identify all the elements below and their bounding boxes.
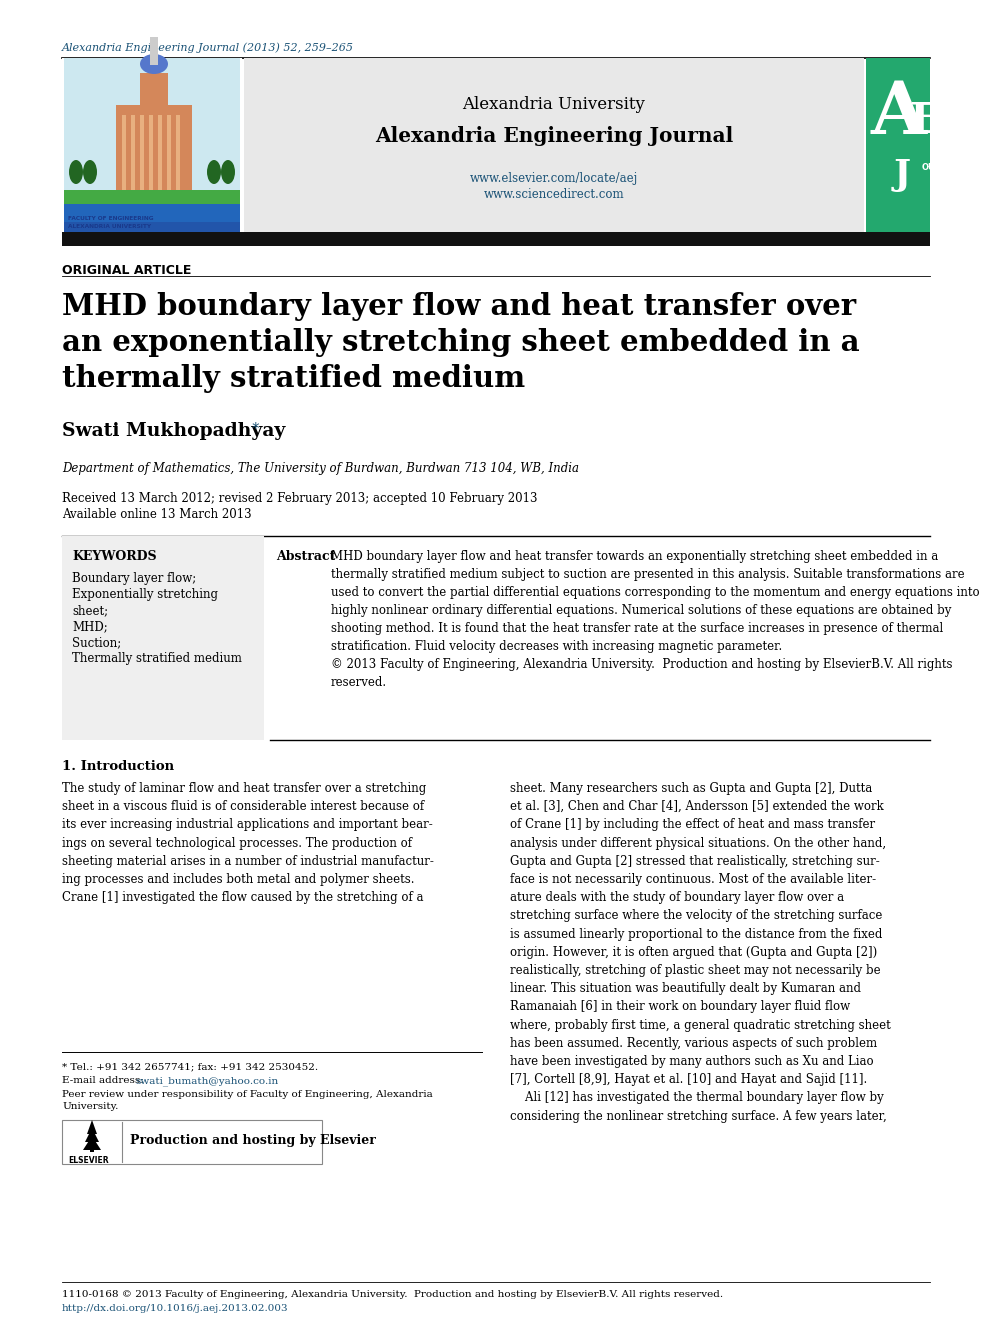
Text: www.sciencedirect.com: www.sciencedirect.com bbox=[484, 188, 624, 201]
Text: J: J bbox=[894, 157, 911, 192]
Polygon shape bbox=[83, 1136, 101, 1150]
Text: University.: University. bbox=[62, 1102, 118, 1111]
Text: http://dx.doi.org/10.1016/j.aej.2013.02.003: http://dx.doi.org/10.1016/j.aej.2013.02.… bbox=[62, 1304, 289, 1312]
Text: Suction;: Suction; bbox=[72, 636, 121, 650]
Text: A: A bbox=[870, 78, 927, 149]
Bar bbox=[62, 1121, 322, 1164]
Text: Alexandria Engineering Journal (2013) 52, 259–265: Alexandria Engineering Journal (2013) 52… bbox=[62, 42, 354, 53]
Text: Abstract: Abstract bbox=[276, 550, 335, 564]
Bar bbox=[90, 1140, 94, 1152]
Text: Boundary layer flow;: Boundary layer flow; bbox=[72, 572, 196, 585]
Polygon shape bbox=[85, 1129, 99, 1142]
Text: swati_bumath@yahoo.co.in: swati_bumath@yahoo.co.in bbox=[135, 1076, 278, 1086]
Bar bbox=[866, 58, 930, 232]
Text: MHD boundary layer flow and heat transfer over: MHD boundary layer flow and heat transfe… bbox=[62, 292, 856, 321]
Bar bbox=[64, 204, 240, 222]
Text: 1110-0168 © 2013 Faculty of Engineering, Alexandria University.  Production and : 1110-0168 © 2013 Faculty of Engineering,… bbox=[62, 1290, 723, 1299]
Bar bbox=[149, 115, 153, 191]
Text: an exponentially stretching sheet embedded in a: an exponentially stretching sheet embedd… bbox=[62, 328, 860, 357]
Text: Alexandria University: Alexandria University bbox=[462, 97, 646, 112]
Text: E: E bbox=[910, 101, 941, 142]
Bar bbox=[64, 58, 240, 232]
Bar bbox=[140, 73, 168, 105]
Text: ELSEVIER: ELSEVIER bbox=[68, 1156, 109, 1166]
Bar bbox=[64, 202, 240, 232]
Text: * Tel.: +91 342 2657741; fax: +91 342 2530452.: * Tel.: +91 342 2657741; fax: +91 342 25… bbox=[62, 1062, 318, 1072]
Text: KEYWORDS: KEYWORDS bbox=[72, 550, 157, 564]
Ellipse shape bbox=[221, 160, 235, 184]
Text: E-mail address:: E-mail address: bbox=[62, 1076, 147, 1085]
Text: Department of Mathematics, The University of Burdwan, Burdwan 713 104, WB, India: Department of Mathematics, The Universit… bbox=[62, 462, 579, 475]
Bar bbox=[64, 191, 240, 204]
Ellipse shape bbox=[69, 160, 83, 184]
Bar bbox=[150, 37, 158, 65]
Text: *: * bbox=[248, 422, 259, 437]
Bar bbox=[140, 115, 144, 191]
Text: Peer review under responsibility of Faculty of Engineering, Alexandria: Peer review under responsibility of Facu… bbox=[62, 1090, 433, 1099]
Text: www.elsevier.com/locate/aej: www.elsevier.com/locate/aej bbox=[470, 172, 638, 185]
Polygon shape bbox=[87, 1121, 97, 1134]
Text: sheet;: sheet; bbox=[72, 605, 108, 617]
Bar bbox=[131, 115, 135, 191]
Bar bbox=[244, 58, 864, 232]
Text: 1. Introduction: 1. Introduction bbox=[62, 759, 175, 773]
Text: Alexandria Engineering Journal: Alexandria Engineering Journal bbox=[375, 126, 733, 146]
Text: Received 13 March 2012; revised 2 February 2013; accepted 10 February 2013: Received 13 March 2012; revised 2 Februa… bbox=[62, 492, 538, 505]
Ellipse shape bbox=[207, 160, 221, 184]
Text: OURNAL: OURNAL bbox=[922, 163, 961, 172]
Bar bbox=[62, 58, 242, 232]
Text: MHD boundary layer flow and heat transfer towards an exponentially stretching sh: MHD boundary layer flow and heat transfe… bbox=[331, 550, 980, 689]
Bar bbox=[116, 105, 192, 191]
Text: Swati Mukhopadhyay: Swati Mukhopadhyay bbox=[62, 422, 286, 441]
Text: Thermally stratified medium: Thermally stratified medium bbox=[72, 652, 242, 665]
Text: sheet. Many researchers such as Gupta and Gupta [2], Dutta
et al. [3], Chen and : sheet. Many researchers such as Gupta an… bbox=[510, 782, 891, 1123]
Bar bbox=[158, 115, 162, 191]
Bar bbox=[176, 115, 180, 191]
Text: thermally stratified medium: thermally stratified medium bbox=[62, 364, 525, 393]
Text: Available online 13 March 2013: Available online 13 March 2013 bbox=[62, 508, 252, 521]
Bar bbox=[62, 536, 264, 740]
Ellipse shape bbox=[83, 160, 97, 184]
Text: ALEXANDRIA UNIVERSITY: ALEXANDRIA UNIVERSITY bbox=[68, 224, 151, 229]
Bar bbox=[62, 232, 930, 246]
Text: FACULTY OF ENGINEERING: FACULTY OF ENGINEERING bbox=[68, 216, 154, 221]
Text: MHD;: MHD; bbox=[72, 620, 108, 632]
Bar bbox=[167, 115, 171, 191]
Text: Exponentially stretching: Exponentially stretching bbox=[72, 587, 218, 601]
Ellipse shape bbox=[140, 54, 168, 74]
Text: The study of laminar flow and heat transfer over a stretching
sheet in a viscous: The study of laminar flow and heat trans… bbox=[62, 782, 434, 904]
Text: ORIGINAL ARTICLE: ORIGINAL ARTICLE bbox=[62, 265, 191, 277]
Bar bbox=[122, 115, 126, 191]
Text: Production and hosting by Elsevier: Production and hosting by Elsevier bbox=[130, 1134, 376, 1147]
